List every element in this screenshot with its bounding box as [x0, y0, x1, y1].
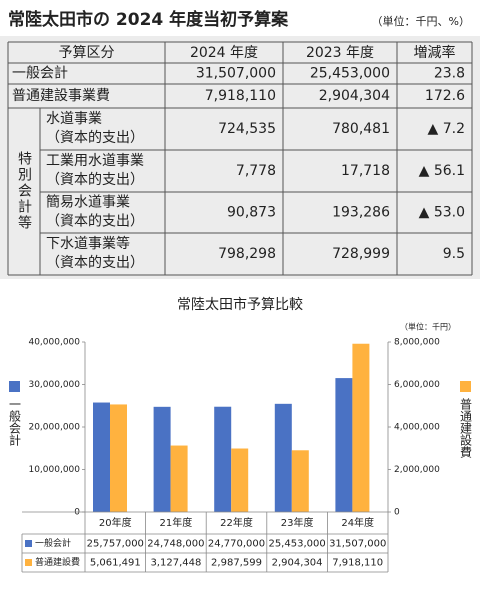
- bar: [352, 343, 370, 512]
- data-label: 2,904,304: [272, 558, 323, 569]
- x-tick-label: 23年度: [281, 516, 314, 529]
- cell: 31,507,000: [196, 66, 276, 82]
- row-label: （資本的支出）: [46, 255, 144, 271]
- legend-swatch: [9, 381, 20, 392]
- y-tick-label: 40,000,000: [28, 338, 80, 348]
- y2-tick-label: 8,000,000: [394, 338, 440, 348]
- cell: 25,453,000: [310, 66, 390, 82]
- data-label: 31,507,000: [329, 539, 386, 550]
- legend-label: 普通建設費: [459, 398, 473, 458]
- data-label: 7,918,110: [332, 558, 383, 569]
- bar: [93, 402, 110, 512]
- bar: [274, 403, 292, 512]
- cell: 780,481: [332, 121, 390, 137]
- bar: [110, 404, 127, 512]
- cell: 9.5: [443, 246, 465, 262]
- column-header: 2023 年度: [306, 45, 374, 61]
- bar: [153, 406, 171, 512]
- cell: 798,298: [218, 246, 276, 262]
- y2-tick-label: 2,000,000: [394, 465, 440, 475]
- cell: 193,286: [332, 205, 390, 221]
- bar: [214, 406, 232, 512]
- y-tick-label: 20,000,000: [28, 423, 80, 433]
- cell: 172.6: [425, 88, 465, 104]
- cell: 728,999: [332, 246, 390, 262]
- unit: （単位：千円、%）: [372, 14, 470, 28]
- legend-label: 一般会計: [8, 398, 22, 446]
- cell: ▲ 53.0: [419, 205, 465, 221]
- y-tick-label: 30,000,000: [28, 380, 80, 390]
- title: 常陸太田市の 2024 年度当初予算案: [8, 9, 289, 30]
- row-label: 工業用水道事業: [46, 153, 144, 169]
- x-tick-label: 20年度: [99, 516, 132, 529]
- data-label: 25,757,000: [87, 539, 144, 550]
- data-label: 5,061,491: [90, 558, 141, 569]
- legend-swatch: [25, 540, 32, 547]
- row-label: （資本的支出）: [46, 214, 144, 230]
- cell: 23.8: [434, 66, 465, 82]
- chart-title: 常陸太田市予算比較: [177, 296, 303, 313]
- chart-unit: （単位：千円）: [400, 322, 456, 332]
- data-label: 2,987,599: [211, 558, 262, 569]
- group-label: 特別会計等: [16, 151, 32, 231]
- table-panel: [0, 36, 480, 279]
- cell: 2,904,304: [319, 88, 390, 104]
- row-label: 下水道事業等: [46, 235, 130, 252]
- row-label: 水道事業: [46, 111, 102, 127]
- cell: 7,778: [236, 163, 276, 179]
- x-tick-label: 24年度: [341, 516, 374, 529]
- cell: 724,535: [218, 121, 276, 137]
- cell: 90,873: [227, 205, 276, 221]
- y-tick-label: 0: [74, 508, 80, 518]
- row-label: 一般会計: [12, 66, 68, 82]
- y2-tick-label: 0: [394, 508, 400, 518]
- y2-tick-label: 6,000,000: [394, 380, 440, 390]
- cell: ▲ 56.1: [419, 163, 465, 179]
- x-tick-label: 22年度: [220, 516, 253, 529]
- bar: [170, 445, 188, 512]
- column-header: 増減率: [414, 44, 456, 61]
- legend-label: 一般会計: [35, 537, 71, 549]
- legend-swatch: [25, 559, 32, 566]
- data-label: 24,770,000: [208, 539, 265, 550]
- cell: 17,718: [341, 163, 390, 179]
- row-label: （資本的支出）: [46, 130, 144, 146]
- cell: 7,918,110: [205, 88, 276, 104]
- row-label: 簡易水道事業: [46, 195, 130, 211]
- data-label: 3,127,448: [150, 558, 201, 569]
- column-header: 2024 年度: [190, 45, 258, 61]
- row-label: 普通建設事業費: [12, 88, 110, 104]
- legend-swatch: [460, 381, 471, 392]
- data-label: 25,453,000: [268, 539, 325, 550]
- row-label: （資本的支出）: [46, 172, 144, 188]
- cell: ▲ 7.2: [428, 121, 465, 137]
- x-tick-label: 21年度: [160, 516, 193, 529]
- bar: [231, 448, 249, 512]
- y2-tick-label: 4,000,000: [394, 423, 440, 433]
- legend-label: 普通建設費: [35, 556, 80, 568]
- bar: [335, 378, 353, 512]
- y-tick-label: 10,000,000: [28, 465, 80, 475]
- data-label: 24,748,000: [147, 539, 204, 550]
- column-header: 予算区分: [59, 45, 115, 61]
- bar: [291, 450, 309, 512]
